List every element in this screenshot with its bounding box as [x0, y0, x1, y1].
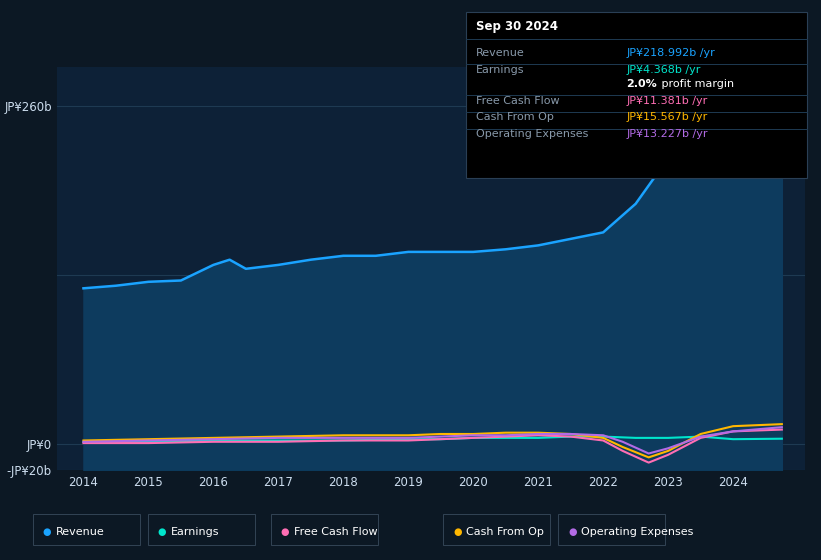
Text: Operating Expenses: Operating Expenses: [581, 527, 694, 537]
Text: Revenue: Revenue: [476, 48, 525, 58]
Text: Free Cash Flow: Free Cash Flow: [476, 96, 560, 106]
Text: JP¥4.368b /yr: JP¥4.368b /yr: [626, 65, 701, 75]
Text: ●: ●: [43, 527, 51, 537]
Text: Free Cash Flow: Free Cash Flow: [294, 527, 378, 537]
Text: Cash From Op: Cash From Op: [466, 527, 544, 537]
Text: JP¥13.227b /yr: JP¥13.227b /yr: [626, 129, 708, 139]
Text: 2.0%: 2.0%: [626, 79, 657, 89]
Text: ●: ●: [158, 527, 166, 537]
Text: Sep 30 2024: Sep 30 2024: [476, 20, 558, 33]
Text: Revenue: Revenue: [56, 527, 104, 537]
Text: JP¥11.381b /yr: JP¥11.381b /yr: [626, 96, 708, 106]
Text: JP¥15.567b /yr: JP¥15.567b /yr: [626, 113, 708, 123]
Text: Operating Expenses: Operating Expenses: [476, 129, 589, 139]
Text: JP¥218.992b /yr: JP¥218.992b /yr: [626, 48, 715, 58]
Text: Cash From Op: Cash From Op: [476, 113, 554, 123]
Text: Earnings: Earnings: [476, 65, 525, 75]
Text: ●: ●: [568, 527, 576, 537]
Text: ●: ●: [281, 527, 289, 537]
Text: ●: ●: [453, 527, 461, 537]
Text: profit margin: profit margin: [658, 79, 734, 89]
Text: Earnings: Earnings: [171, 527, 219, 537]
